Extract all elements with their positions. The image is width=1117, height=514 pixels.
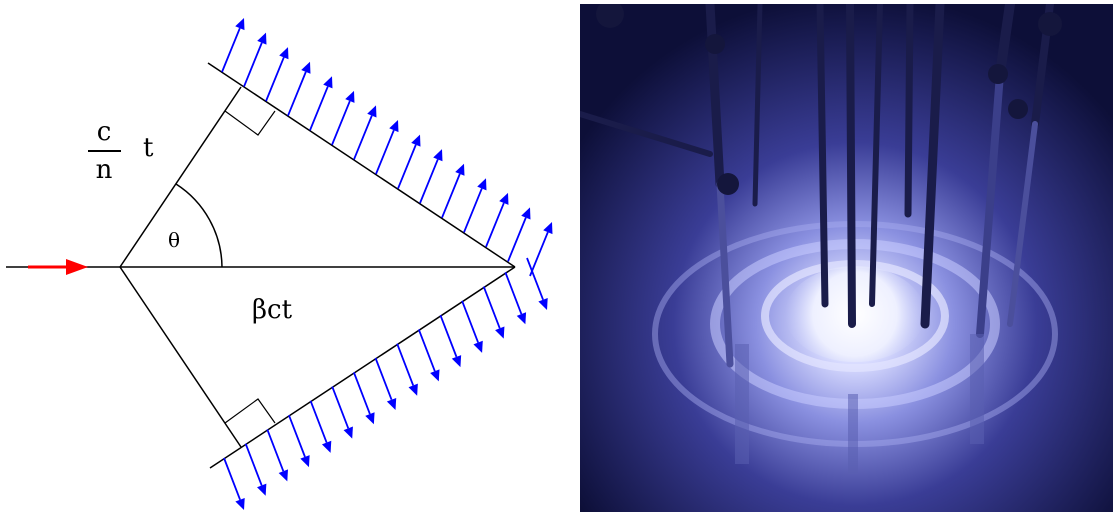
lower-right-angle-marker xyxy=(224,398,276,424)
lower-wave-arrow-shaft xyxy=(353,371,371,415)
lower-wave-arrow-shaft xyxy=(504,271,523,315)
speed-fraction-numerator: c xyxy=(97,117,112,147)
photo-background xyxy=(580,4,1113,512)
upper-wave-arrow-shaft xyxy=(243,42,263,87)
lower-wave-arrow-head xyxy=(278,469,289,482)
cherenkov-geometry-diagram: c n t θ βct xyxy=(6,18,553,510)
upper-wave-arrow-shaft xyxy=(287,71,307,117)
lower-wave-arrow-head xyxy=(321,440,332,453)
particle-arrow xyxy=(28,259,88,275)
upper-wave-arrow-head xyxy=(389,120,399,133)
upper-wave-arrow-head xyxy=(301,61,311,74)
lower-wave-arrow-shaft xyxy=(288,414,306,458)
upper-wave-arrow-shaft xyxy=(507,217,527,262)
lower-supports xyxy=(735,334,984,474)
reactor-glow-photo xyxy=(580,4,1113,512)
time-label: t xyxy=(143,133,154,163)
lower-radius-line xyxy=(119,266,242,448)
control-rods xyxy=(580,4,1054,368)
lower-wave-arrow-shaft xyxy=(374,357,393,401)
upper-wave-arrow-shaft xyxy=(529,231,549,277)
lower-wave-arrow-shaft xyxy=(223,457,241,501)
lower-wave-arrow-head xyxy=(516,312,527,325)
lower-wave-arrow-shaft xyxy=(461,300,479,343)
upper-wave-arrow-shaft xyxy=(353,115,373,160)
lower-wave-arrow-head xyxy=(300,455,310,468)
lower-wave-arrow-head xyxy=(343,426,353,439)
upper-wave-arrow-head xyxy=(433,149,443,162)
upper-wave-arrow-shaft xyxy=(331,100,351,146)
upper-wave-arrow-head xyxy=(235,18,245,31)
lower-wave-arrow-shaft xyxy=(266,429,285,472)
upper-wave-arrow-head xyxy=(279,47,289,60)
upper-wavefront-line xyxy=(207,62,516,268)
upper-wave-arrow-shaft xyxy=(419,158,439,204)
upper-wave-arrow-shaft xyxy=(397,144,417,189)
lower-wave-arrow-shaft xyxy=(309,400,328,443)
upper-wave-arrow-head xyxy=(323,76,333,89)
lower-wavefront-line xyxy=(209,266,516,469)
upper-wave-arrow-shaft xyxy=(309,86,329,131)
lower-wave-arrow-head xyxy=(473,340,483,353)
lower-wave-arrow-shaft xyxy=(331,386,350,429)
lower-wave-arrows xyxy=(223,257,548,510)
upper-wave-arrow-head xyxy=(499,192,509,205)
upper-wave-arrow-head xyxy=(543,222,553,235)
speed-fraction-denominator: n xyxy=(96,155,113,185)
rod-joints xyxy=(596,4,1062,195)
lower-wave-arrow-head xyxy=(365,412,375,425)
upper-wave-arrow-head xyxy=(411,134,421,147)
upper-wave-arrow-shaft xyxy=(265,56,285,102)
upper-wave-arrow-shaft xyxy=(463,188,483,233)
lower-wave-arrow-head xyxy=(408,383,418,396)
upper-wave-arrow-head xyxy=(367,105,377,118)
upper-wave-arrow-head xyxy=(477,178,487,191)
lower-wave-arrow-shaft xyxy=(526,257,544,301)
path-length-label: βct xyxy=(252,295,293,325)
lower-wave-arrow-head xyxy=(495,326,505,339)
upper-wave-arrow-shaft xyxy=(375,129,395,175)
theta-angle-arc xyxy=(175,183,223,268)
upper-right-angle-marker xyxy=(224,110,276,136)
lower-wave-arrow-head xyxy=(257,483,267,496)
lower-wave-arrow-head xyxy=(386,397,397,410)
lower-wave-arrow-head xyxy=(451,355,462,368)
lower-wave-arrow-shaft xyxy=(244,443,263,486)
lower-wave-arrow-shaft xyxy=(417,329,436,372)
upper-wave-arrow-shaft xyxy=(485,202,505,248)
theta-label: θ xyxy=(168,228,180,252)
upper-wave-arrow-head xyxy=(345,90,355,103)
lower-wave-arrow-head xyxy=(430,369,440,382)
lower-wave-arrow-shaft xyxy=(482,286,501,329)
lower-wave-arrow-shaft xyxy=(396,343,415,386)
upper-wave-arrow-head xyxy=(521,207,531,220)
upper-wave-arrow-shaft xyxy=(441,173,461,219)
lower-wave-arrow-head xyxy=(538,297,548,310)
upper-wave-arrow-shaft xyxy=(221,27,241,73)
upper-radius-line xyxy=(119,86,242,268)
upper-wave-arrows xyxy=(221,18,553,277)
upper-wave-arrow-head xyxy=(455,163,465,176)
upper-wave-arrow-head xyxy=(257,32,267,45)
lower-wave-arrow-head xyxy=(235,497,245,510)
lower-wave-arrow-shaft xyxy=(439,314,458,358)
